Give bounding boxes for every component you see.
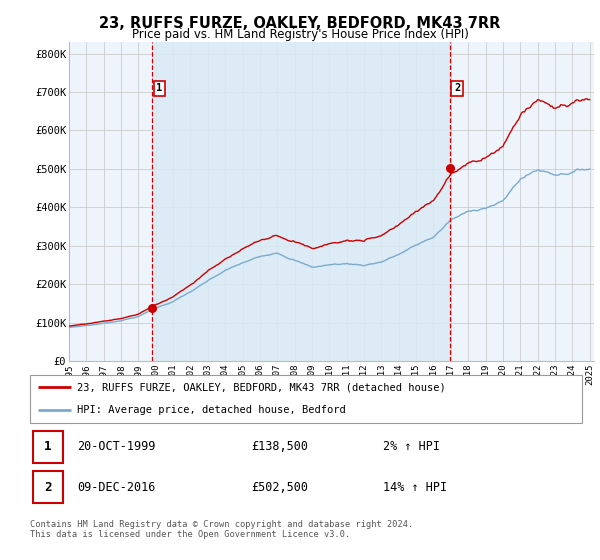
Text: 1: 1 bbox=[157, 83, 163, 93]
Text: £138,500: £138,500 bbox=[251, 440, 308, 454]
FancyBboxPatch shape bbox=[33, 431, 63, 463]
Text: 1: 1 bbox=[44, 440, 52, 454]
FancyBboxPatch shape bbox=[30, 375, 582, 423]
Text: 2: 2 bbox=[454, 83, 460, 93]
Text: 23, RUFFS FURZE, OAKLEY, BEDFORD, MK43 7RR: 23, RUFFS FURZE, OAKLEY, BEDFORD, MK43 7… bbox=[100, 16, 500, 31]
Text: £502,500: £502,500 bbox=[251, 480, 308, 494]
Text: 14% ↑ HPI: 14% ↑ HPI bbox=[383, 480, 448, 494]
FancyBboxPatch shape bbox=[33, 472, 63, 503]
Text: 23, RUFFS FURZE, OAKLEY, BEDFORD, MK43 7RR (detached house): 23, RUFFS FURZE, OAKLEY, BEDFORD, MK43 7… bbox=[77, 382, 446, 392]
Bar bbox=[152, 42, 449, 361]
Text: Price paid vs. HM Land Registry's House Price Index (HPI): Price paid vs. HM Land Registry's House … bbox=[131, 28, 469, 41]
Text: Contains HM Land Registry data © Crown copyright and database right 2024.
This d: Contains HM Land Registry data © Crown c… bbox=[30, 520, 413, 539]
Text: 2% ↑ HPI: 2% ↑ HPI bbox=[383, 440, 440, 454]
Text: 09-DEC-2016: 09-DEC-2016 bbox=[77, 480, 155, 494]
Text: 20-OCT-1999: 20-OCT-1999 bbox=[77, 440, 155, 454]
Text: HPI: Average price, detached house, Bedford: HPI: Average price, detached house, Bedf… bbox=[77, 405, 346, 415]
Text: 2: 2 bbox=[44, 480, 52, 494]
